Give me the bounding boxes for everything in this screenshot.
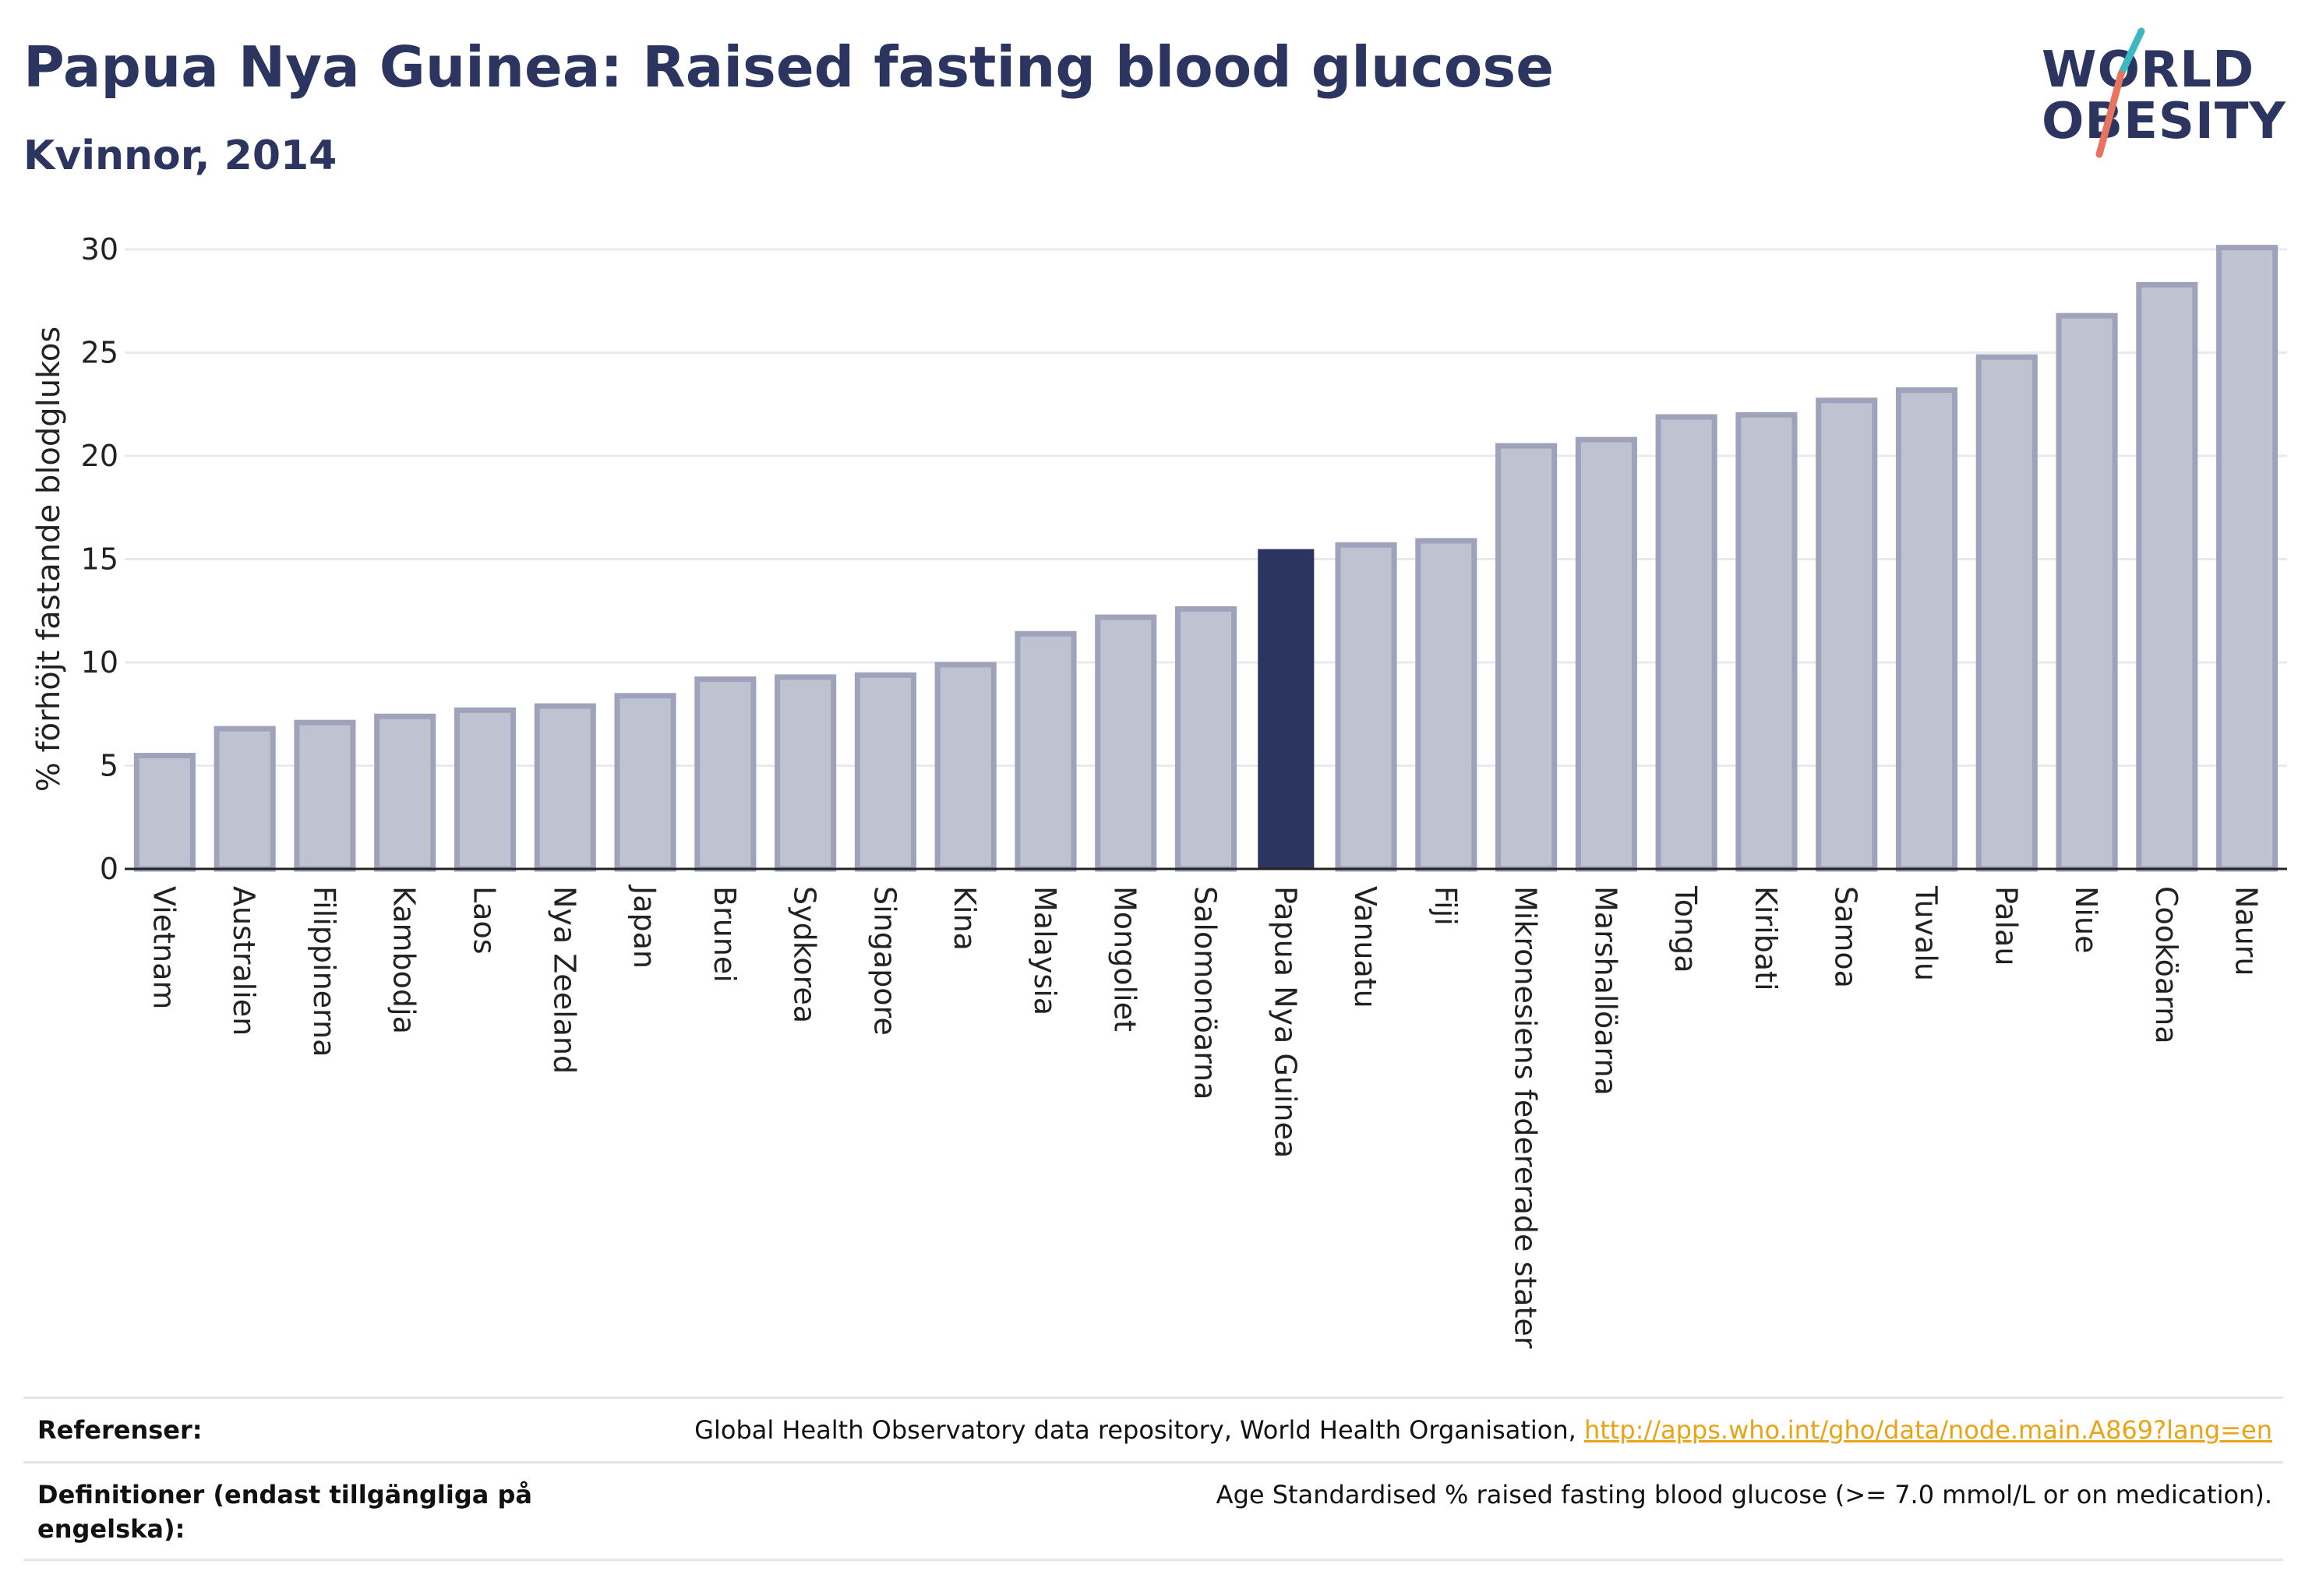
x-tick-label: Japan bbox=[627, 885, 662, 969]
definitions-value: Age Standardised % raised fasting blood … bbox=[1216, 1480, 2272, 1509]
y-tick-label: 5 bbox=[100, 749, 118, 783]
world-obesity-logo: WORLD OBESITY bbox=[2034, 23, 2291, 164]
y-tick-label: 20 bbox=[81, 439, 118, 473]
chart-subtitle: Kvinnor, 2014 bbox=[23, 132, 337, 179]
bar bbox=[1415, 538, 1477, 872]
bar bbox=[1816, 397, 1878, 872]
bar bbox=[1655, 414, 1717, 872]
x-tick-label: Kambodja bbox=[387, 886, 422, 1034]
references-value: Global Health Observatory data repositor… bbox=[694, 1413, 2272, 1447]
bar-chart: 0 5 10 15 20 25 30 % förhöjt fastande blodgluko… bbox=[31, 232, 2287, 1349]
x-tick-label: Filippinerna bbox=[307, 886, 341, 1057]
references-row: Referenser: Global Health Observatory da… bbox=[23, 1396, 2283, 1461]
references-text: Global Health Observatory data repositor… bbox=[694, 1415, 1584, 1445]
bar bbox=[854, 672, 916, 872]
bar bbox=[1495, 443, 1558, 872]
definitions-row: Definitioner (endast tillgängliga på eng… bbox=[23, 1461, 2283, 1561]
logo-line-1: WORLD bbox=[2042, 41, 2255, 99]
references-link[interactable]: http://apps.who.int/gho/data/node.main.A… bbox=[1583, 1415, 2272, 1445]
x-tick-label: Marshallöarna bbox=[1588, 886, 1622, 1096]
bar bbox=[1335, 542, 1397, 872]
y-tick-label: 0 bbox=[100, 852, 118, 886]
y-tick-label: 15 bbox=[81, 542, 118, 577]
bar bbox=[775, 674, 837, 872]
x-tick-label: Kina bbox=[948, 886, 982, 951]
bar bbox=[534, 703, 596, 872]
x-tick-label: Samoa bbox=[1829, 886, 1863, 988]
references-table: Referenser: Global Health Observatory da… bbox=[23, 1396, 2283, 1561]
x-tick-label: Papua Nya Guinea bbox=[1268, 886, 1302, 1158]
bar bbox=[2216, 245, 2279, 872]
bar bbox=[454, 707, 517, 872]
x-tick-label: Nya Zeeland bbox=[547, 886, 581, 1074]
bar bbox=[1975, 354, 2038, 872]
x-tick-label: Palau bbox=[1989, 886, 2023, 966]
x-tick-label: Tonga bbox=[1668, 885, 1703, 973]
bar bbox=[1095, 614, 1157, 872]
bar bbox=[1735, 411, 1798, 872]
x-tick-label: Singapore bbox=[867, 886, 902, 1036]
x-tick-label: Mikronesiens federerade stater bbox=[1509, 886, 1543, 1349]
bar bbox=[694, 676, 757, 872]
logo-line-2: OBESITY bbox=[2042, 93, 2286, 150]
x-tick-label: Sydkorea bbox=[788, 886, 822, 1023]
y-axis-label: % förhöjt fastande blodglukos bbox=[31, 327, 67, 792]
logo-slash-icon bbox=[2095, 27, 2145, 158]
bar bbox=[374, 713, 436, 872]
x-tick-label: Tuvalu bbox=[1909, 885, 1943, 981]
bar bbox=[1895, 387, 1958, 872]
definitions-label: Definitioner (endast tillgängliga på eng… bbox=[37, 1480, 532, 1544]
y-tick-label: 10 bbox=[81, 645, 118, 680]
x-tick-label: Kiribati bbox=[1749, 886, 1783, 991]
x-tick-label: Mongoliet bbox=[1108, 886, 1142, 1032]
x-tick-label: Vietnam bbox=[146, 886, 181, 1009]
chart-title: Papua Nya Guinea: Raised fasting blood g… bbox=[23, 34, 1555, 100]
x-tick-label: Malaysia bbox=[1028, 886, 1062, 1015]
y-tick-label: 25 bbox=[81, 336, 118, 370]
y-tick-label: 30 bbox=[81, 232, 118, 267]
x-tick-label: Nauru bbox=[2229, 886, 2264, 976]
bar bbox=[934, 662, 997, 872]
bar bbox=[2136, 281, 2198, 872]
references-label: Referenser: bbox=[37, 1415, 203, 1445]
x-tick-label: Brunei bbox=[708, 886, 742, 983]
bar bbox=[133, 753, 196, 872]
bar bbox=[1174, 606, 1237, 872]
x-tick-label: Fiji bbox=[1428, 886, 1463, 926]
x-tick-label: Cooköarna bbox=[2149, 886, 2183, 1044]
x-tick-label: Australien bbox=[227, 886, 261, 1036]
bar bbox=[1015, 630, 1077, 872]
bar bbox=[1258, 549, 1315, 869]
bar bbox=[614, 693, 676, 872]
bar bbox=[294, 719, 356, 872]
x-tick-label: Laos bbox=[468, 886, 502, 955]
bar bbox=[214, 726, 276, 872]
x-tick-label: Vanuatu bbox=[1348, 886, 1382, 1008]
bar bbox=[1575, 436, 1637, 872]
x-tick-label: Niue bbox=[2069, 886, 2103, 953]
x-tick-label: Salomonöarna bbox=[1188, 886, 1223, 1100]
bar bbox=[2056, 312, 2118, 872]
